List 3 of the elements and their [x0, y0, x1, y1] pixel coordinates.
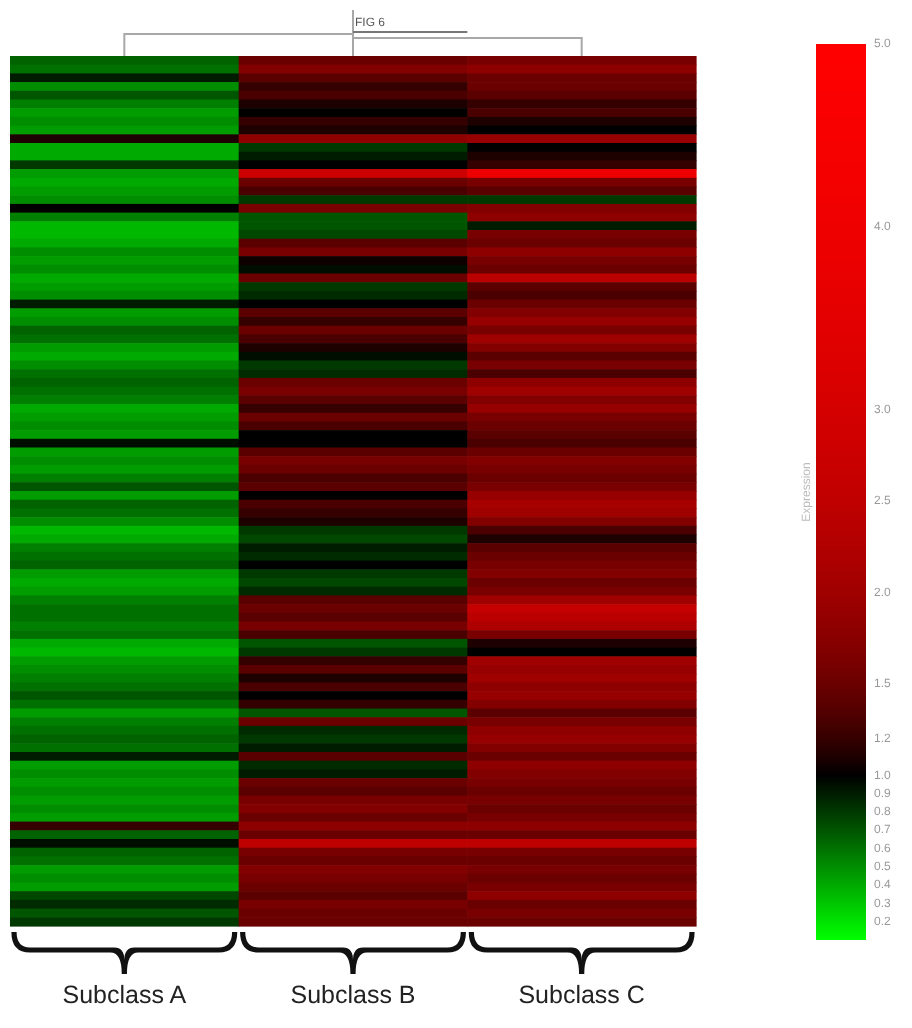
x-tick-label: Subclass B [290, 980, 416, 1009]
x-tick-label: Subclass A [62, 980, 188, 1009]
x-tick-label: Subclass C [518, 980, 645, 1009]
